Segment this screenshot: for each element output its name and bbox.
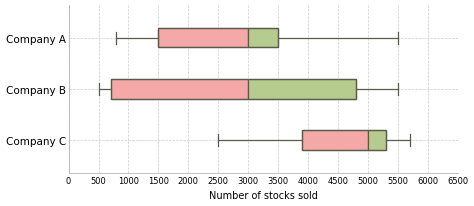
Bar xyxy=(368,131,386,150)
Bar xyxy=(158,29,248,48)
Bar xyxy=(110,80,248,99)
Bar xyxy=(158,29,278,48)
Bar xyxy=(302,131,368,150)
Bar xyxy=(248,80,356,99)
Bar xyxy=(248,29,278,48)
Bar xyxy=(110,80,356,99)
X-axis label: Number of stocks sold: Number of stocks sold xyxy=(209,191,318,200)
Bar xyxy=(302,131,386,150)
